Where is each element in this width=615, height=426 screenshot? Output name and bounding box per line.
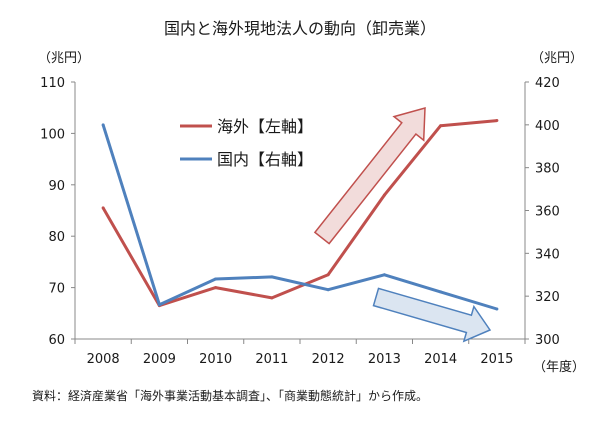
x-axis-ticks: 2008 2009 2010 2011 2012 2013 2014 2015 (74, 339, 526, 367)
right-tick-label: 320 (535, 290, 560, 305)
chart-title: 国内と海外現地法人の動向（卸売業） (164, 19, 436, 38)
domestic-data-point (439, 290, 443, 294)
right-tick-label: 420 (535, 76, 560, 91)
right-tick-label: 380 (535, 162, 560, 177)
x-tick-label: 2009 (143, 352, 176, 367)
left-axis-unit: （兆円） (38, 51, 90, 66)
overseas-data-point (326, 273, 330, 277)
overseas-data-point (439, 124, 443, 128)
x-tick-label: 2010 (199, 352, 232, 367)
overseas-data-point (270, 296, 274, 300)
legend-label-domestic: 国内【右軸】 (217, 150, 313, 169)
right-tick-label: 300 (535, 333, 560, 348)
overseas-data-point (382, 193, 386, 197)
x-tick-label: 2014 (424, 352, 457, 367)
overseas-data-point (101, 206, 105, 210)
x-tick-label: 2015 (480, 352, 513, 367)
domestic-data-point (101, 123, 105, 127)
x-tick-label: 2013 (368, 352, 401, 367)
domestic-series-line (101, 124, 498, 311)
x-tick-label: 2008 (87, 352, 120, 367)
x-tick-label: 2011 (255, 352, 288, 367)
x-tick-label: 2012 (312, 352, 345, 367)
left-tick-label: 80 (48, 230, 65, 245)
domestic-data-point (495, 307, 499, 311)
left-axis-ticks: 60 70 80 90 100 110 (40, 76, 75, 348)
source-note: 資料：経済産業省「海外事業活動基本調査」、「商業動態統計」から作成。 (32, 388, 428, 403)
right-axis-ticks: 300 320 340 360 380 400 420 (525, 76, 560, 348)
legend: 海外【左軸】 国内【右軸】 (180, 117, 313, 169)
left-tick-label: 110 (40, 76, 65, 91)
right-tick-label: 400 (535, 119, 560, 134)
left-tick-label: 90 (48, 179, 65, 194)
left-tick-label: 100 (40, 127, 65, 142)
overseas-series-line (101, 119, 498, 308)
domestic-data-point (382, 273, 386, 277)
left-tick-label: 70 (48, 282, 65, 297)
right-axis-unit: （兆円） (531, 51, 583, 66)
domestic-data-point (270, 275, 274, 279)
series-lines (101, 119, 499, 311)
x-axis-unit: （年度） (533, 359, 585, 375)
overseas-data-point (495, 119, 499, 123)
right-tick-label: 340 (535, 247, 560, 262)
legend-label-overseas: 海外【左軸】 (217, 117, 313, 136)
left-tick-label: 60 (48, 333, 65, 348)
domestic-data-point (214, 277, 218, 281)
domestic-data-point (326, 288, 330, 292)
overseas-data-point (214, 286, 218, 290)
up-arrow (313, 107, 426, 245)
trend-arrows (313, 107, 492, 343)
domestic-data-point (157, 303, 161, 307)
right-tick-label: 360 (535, 205, 560, 220)
down-arrow (372, 287, 492, 343)
